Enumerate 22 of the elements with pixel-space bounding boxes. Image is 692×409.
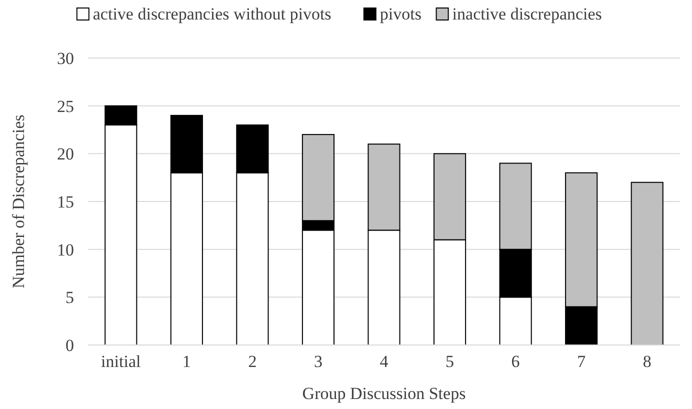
y-tick-label: 10: [57, 240, 74, 260]
y-axis-title: Number of Discrepancies: [9, 114, 28, 288]
y-tick-label: 5: [66, 288, 74, 308]
y-tick-label: 15: [57, 192, 74, 212]
x-axis-title: Group Discussion Steps: [302, 384, 466, 403]
x-tick-label: 2: [248, 352, 257, 371]
x-tick-label: 4: [380, 352, 389, 371]
x-tick-label: 7: [577, 352, 586, 371]
y-tick-label: 25: [57, 96, 74, 116]
bar: [630, 182, 664, 346]
legend-label: inactive discrepancies: [452, 4, 602, 24]
x-tick-label: 1: [182, 352, 191, 371]
y-tick-label: 20: [57, 144, 74, 164]
legend-label: pivots: [380, 4, 422, 24]
y-tick-label: 30: [57, 48, 74, 68]
x-tick-label: 8: [642, 352, 652, 371]
y-tick-label: 0: [66, 336, 74, 355]
x-tick-label: 5: [446, 352, 454, 371]
legend-label: active discrepancies without pivots: [92, 4, 332, 24]
x-tick-label: 6: [511, 352, 520, 371]
x-tick-label: initial: [101, 352, 141, 371]
x-tick-label: 3: [314, 352, 322, 371]
